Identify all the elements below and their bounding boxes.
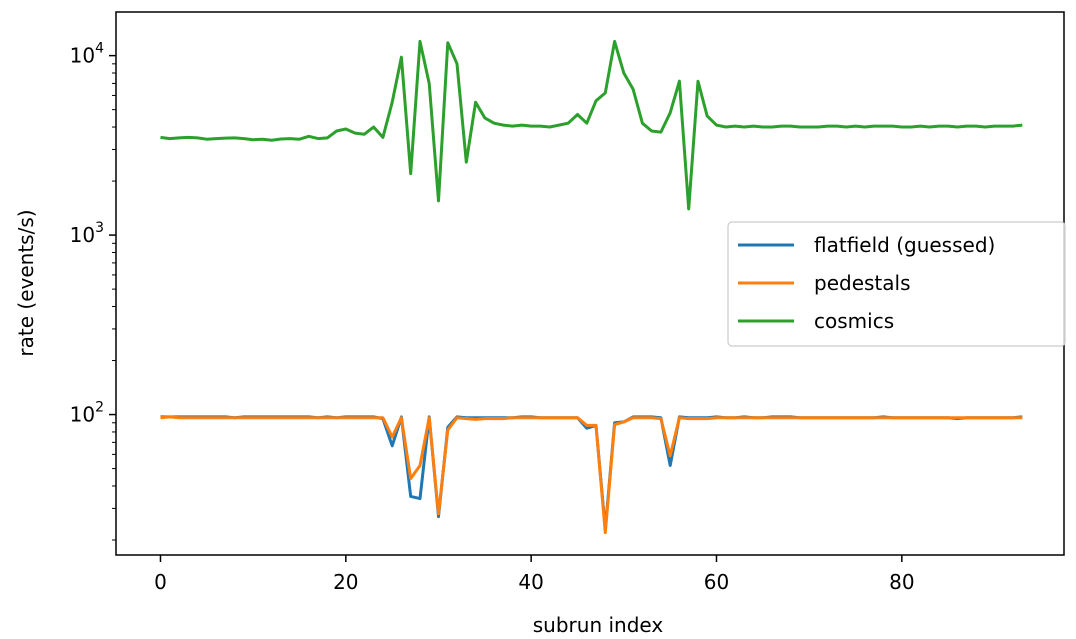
x-tick-label: 0 <box>154 570 167 594</box>
x-axis-label: subrun index <box>533 613 664 637</box>
x-tick-label: 80 <box>889 570 914 594</box>
series-line-2 <box>160 39 1023 211</box>
y-axis: 102 103 104 <box>70 41 116 541</box>
legend-label-2: cosmics <box>814 309 894 333</box>
series-layer <box>160 39 1023 535</box>
legend-label-1: pedestals <box>814 271 911 295</box>
y-tick-label: 104 <box>70 41 104 68</box>
legend-box <box>727 221 1066 347</box>
series-line-1 <box>160 415 1023 535</box>
legend-label-0: flatfield (guessed) <box>814 233 995 257</box>
y-tick-label: 102 <box>70 400 104 427</box>
y-tick-label: 103 <box>70 220 104 247</box>
x-tick-label: 20 <box>333 570 358 594</box>
x-tick-label: 40 <box>518 570 543 594</box>
x-axis: 0 20 40 60 80 <box>154 555 915 594</box>
legend: flatfield (guessed) pedestals cosmics <box>727 221 1066 347</box>
y-axis-label: rate (events/s) <box>14 209 38 356</box>
x-tick-label: 60 <box>704 570 729 594</box>
